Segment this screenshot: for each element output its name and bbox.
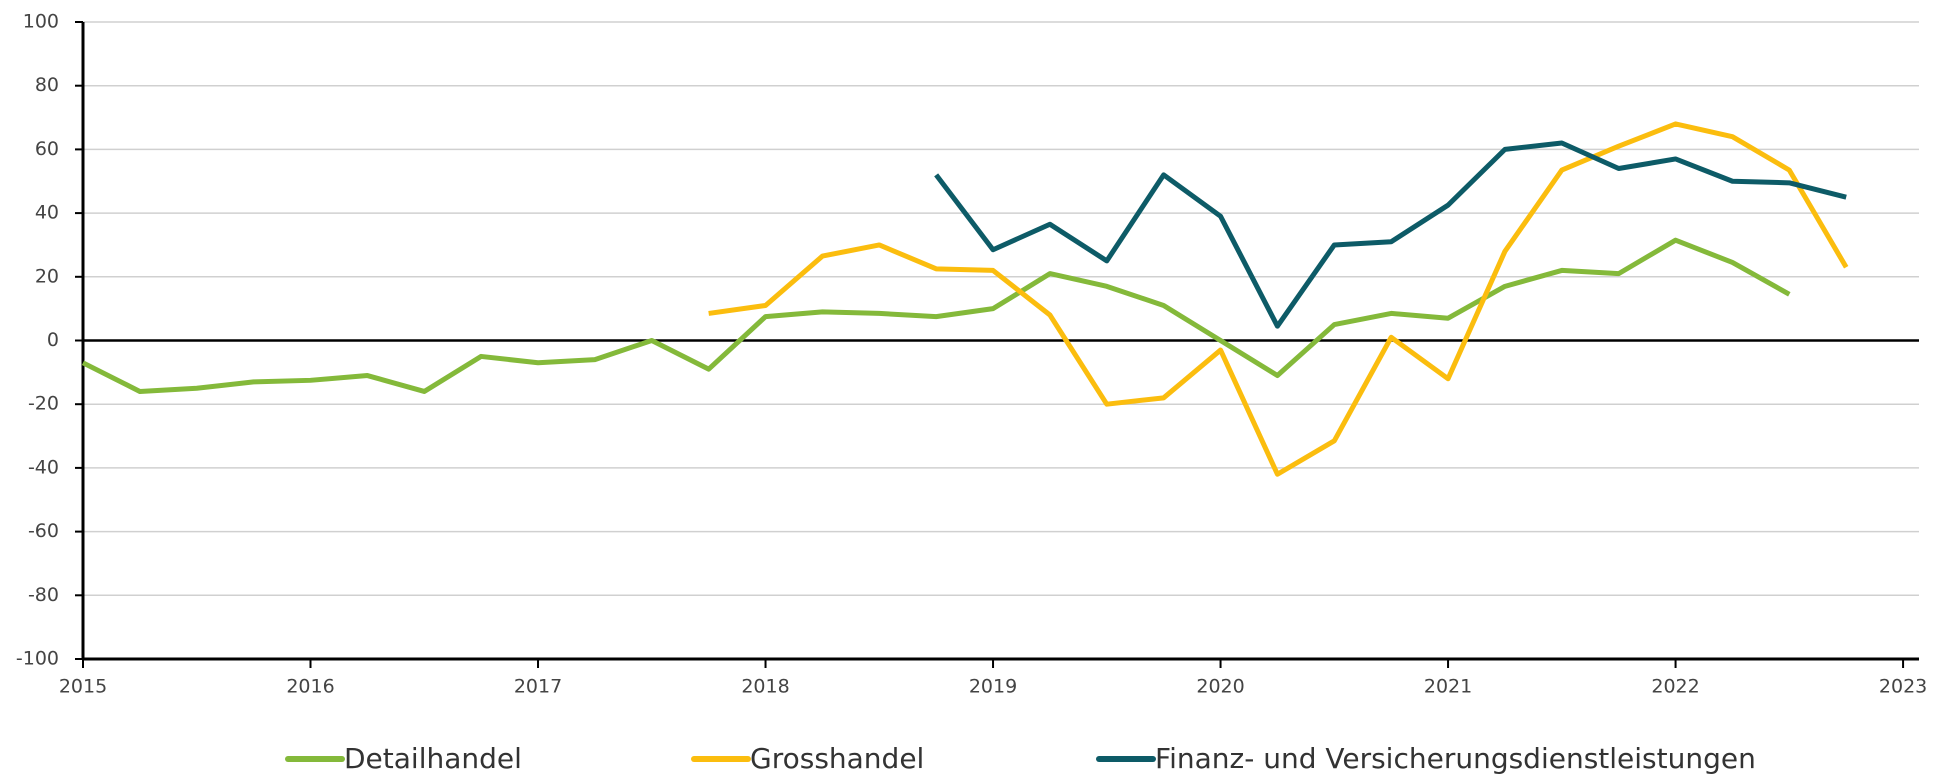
legend-label: Finanz- und Versicherungsdienstleistunge… [1155,742,1756,775]
series-line [934,140,1847,329]
x-tick-label: 2018 [741,676,789,698]
series-line [81,237,1791,394]
y-tick-label: -20 [28,393,59,415]
y-tick-label: -60 [28,520,59,542]
y-tick-label: 80 [35,74,59,96]
x-tick-label: 2023 [1879,676,1927,698]
series-line [708,121,1849,477]
x-tick-label: 2021 [1424,676,1472,698]
y-tick-label: 20 [35,265,59,287]
y-tick-label: 0 [47,329,59,351]
y-tick-label: -100 [16,648,59,670]
y-tick-label: -80 [28,584,59,606]
y-tick-label: 40 [35,202,59,224]
x-tick-label: 2017 [514,676,562,698]
y-tick-label: -40 [28,456,59,478]
x-tick-label: 2019 [969,676,1017,698]
x-tick-label: 2016 [286,676,334,698]
x-tick-label: 2022 [1651,676,1699,698]
x-tick-label: 2020 [1196,676,1244,698]
legend-label: Grosshandel [750,742,924,775]
y-tick-label: 100 [23,11,59,33]
legend-label: Detailhandel [344,742,522,775]
x-tick-label: 2015 [59,676,107,698]
y-tick-label: 60 [35,138,59,160]
